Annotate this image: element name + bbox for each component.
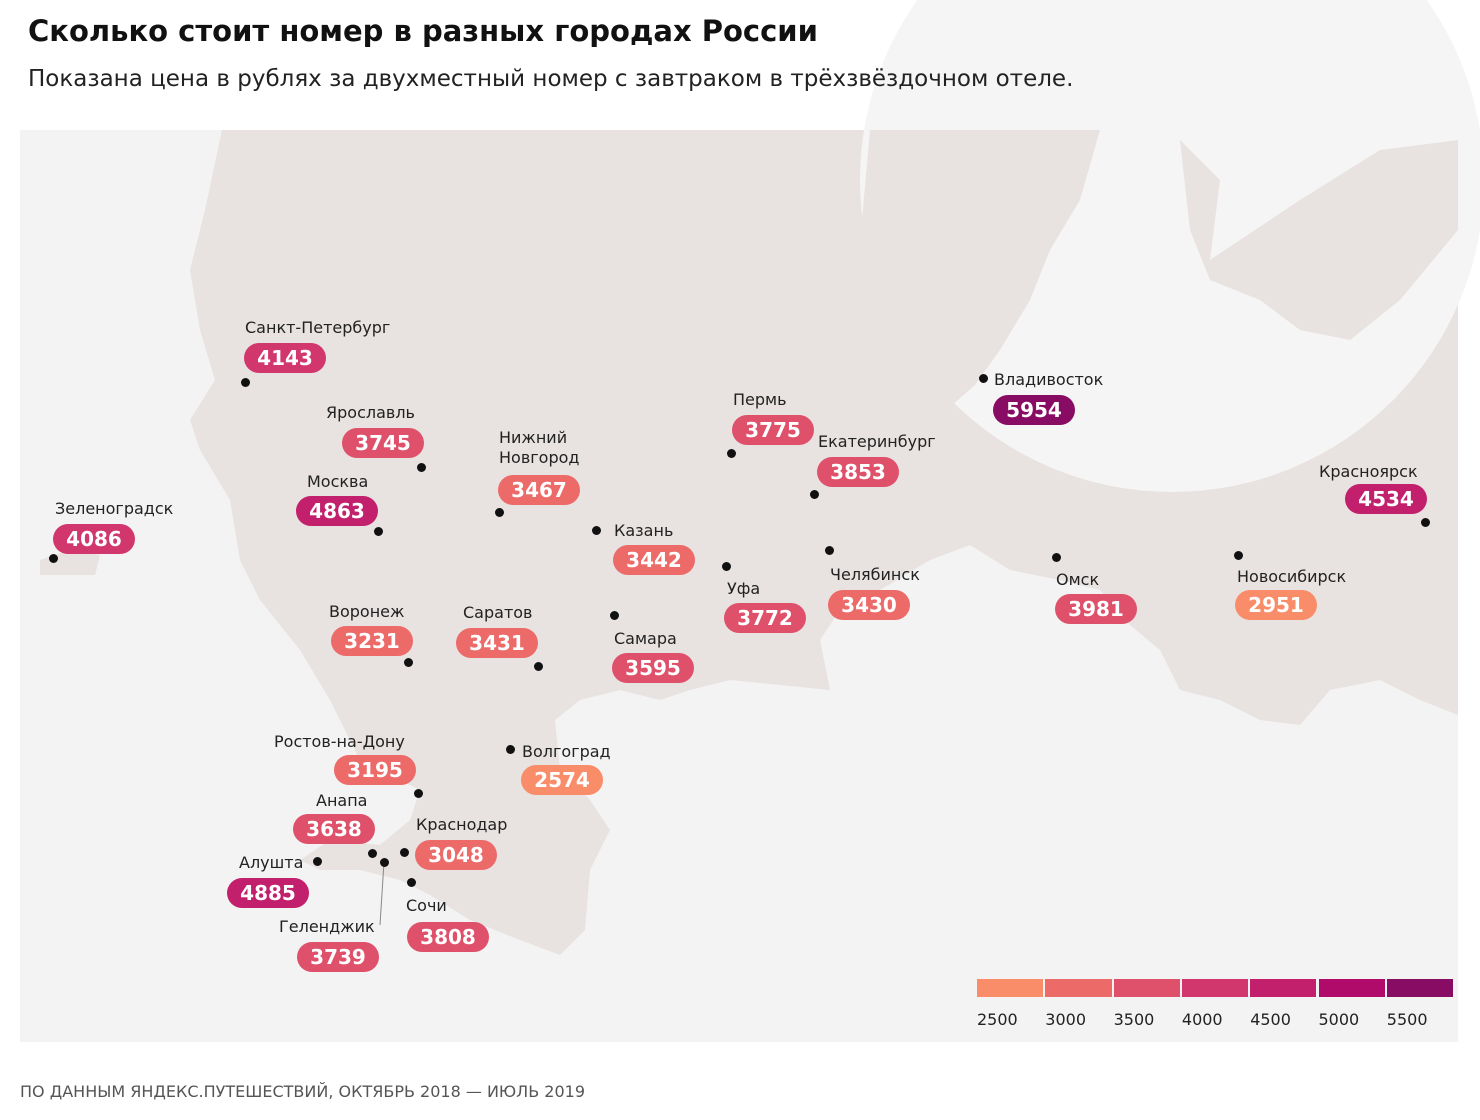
legend-swatch: [1250, 979, 1317, 997]
city-dot: [1233, 550, 1243, 560]
city-dot: [505, 744, 515, 754]
legend-swatch: [1113, 979, 1180, 997]
legend-tick-label: 5000: [1318, 1010, 1360, 1029]
city-name: Новосибирск: [1237, 567, 1347, 586]
legend-swatch: [1181, 979, 1249, 997]
price-pill: 3231: [331, 626, 413, 656]
city-dot: [824, 545, 834, 555]
city-name: Зеленоградск: [55, 499, 174, 518]
city-dot: [1420, 517, 1430, 527]
legend-tick-label: 4500: [1250, 1010, 1291, 1029]
price-pill: 4086: [53, 524, 135, 554]
price-pill: 3638: [293, 814, 375, 844]
city-dot: [609, 610, 619, 620]
city-dot: [1051, 552, 1061, 562]
legend-tick-label: 5500: [1386, 1010, 1428, 1029]
price-pill: 3442: [613, 545, 695, 575]
city-dot: [721, 561, 731, 571]
city-name: Уфа: [727, 579, 761, 598]
price-pill: 3808: [407, 922, 489, 952]
city-name: Омск: [1056, 570, 1100, 589]
price-pill: 3745: [342, 428, 424, 458]
city-name: Ростов-на-Дону: [274, 732, 405, 751]
city-dot: [48, 553, 58, 563]
price-pill: 4534: [1345, 484, 1427, 514]
legend-tick-label: 3000: [1045, 1010, 1087, 1029]
city-name: Казань: [614, 521, 674, 540]
price-pill: 3195: [334, 755, 416, 785]
title: Сколько стоит номер в разных городах Рос…: [28, 14, 818, 48]
price-pill: 2574: [521, 765, 603, 795]
price-pill: 3772: [724, 603, 806, 633]
city-dot: [403, 657, 413, 667]
city-name: Москва: [307, 472, 369, 491]
subtitle: Показана цена в рублях за двухместный но…: [28, 66, 1074, 92]
city-dot: [312, 856, 322, 866]
city-dot: [379, 857, 389, 867]
city-name: Владивосток: [994, 370, 1104, 389]
city-name: Алушта: [239, 853, 304, 872]
source: ПО ДАННЫМ ЯНДЕКС.ПУТЕШЕСТВИЙ, ОКТЯБРЬ 20…: [20, 1082, 585, 1101]
legend-tick-label: 3500: [1113, 1010, 1155, 1029]
city-dot: [726, 448, 736, 458]
city-dot: [240, 377, 250, 387]
price-pill: 3853: [817, 457, 899, 487]
city-name: Анапа: [316, 791, 368, 810]
city-name: Санкт-Петербург: [245, 318, 391, 337]
inset-land: [862, 130, 1458, 420]
city-name: Краснодар: [416, 815, 508, 834]
price-pill: 3775: [732, 415, 814, 445]
city-dot: [413, 788, 423, 798]
price-pill: 5954: [993, 395, 1075, 425]
price-pill: 2951: [1235, 590, 1317, 620]
price-pill: 3981: [1055, 594, 1137, 624]
price-pill: 3431: [456, 628, 538, 658]
price-pill: 3467: [498, 475, 580, 505]
legend-swatch: [977, 979, 1044, 997]
city-dot: [373, 526, 383, 536]
legend-tick-label: 2500: [977, 1010, 1018, 1029]
city-dot: [591, 525, 601, 535]
city-name: Саратов: [463, 603, 533, 622]
city-name: Пермь: [733, 390, 787, 409]
city-dot: [367, 848, 377, 858]
legend-tick-label: 4000: [1181, 1010, 1223, 1029]
price-pill: 3595: [612, 653, 694, 683]
city-name: Сочи: [406, 896, 447, 915]
city-dot: [533, 661, 543, 671]
city-dot: [809, 489, 819, 499]
leader-line: [379, 861, 385, 926]
inset-circle: [860, 0, 1480, 492]
price-pill: 4885: [227, 878, 309, 908]
legend-swatch: [1045, 979, 1112, 997]
legend-swatch: [1386, 979, 1454, 997]
city-dot: [406, 877, 416, 887]
price-pill: 3430: [828, 590, 910, 620]
price-pill: 3048: [415, 840, 497, 870]
city-name: Челябинск: [830, 565, 920, 584]
city-dot: [494, 507, 504, 517]
legend-swatch: [1318, 979, 1385, 997]
price-pill: 4143: [244, 343, 326, 373]
price-pill: 3739: [297, 942, 379, 972]
city-name: Красноярск: [1319, 462, 1418, 481]
city-name: Волгоград: [522, 742, 611, 761]
city-dot: [399, 847, 409, 857]
price-pill: 4863: [296, 496, 378, 526]
city-name: Воронеж: [329, 602, 405, 621]
city-name: Нижний Новгород: [499, 428, 580, 467]
city-dot: [978, 373, 988, 383]
city-name: Екатеринбург: [818, 432, 936, 451]
city-dot: [416, 462, 426, 472]
city-name: Ярославль: [326, 403, 415, 422]
city-name: Геленджик: [279, 917, 375, 936]
city-name: Самара: [614, 629, 677, 648]
